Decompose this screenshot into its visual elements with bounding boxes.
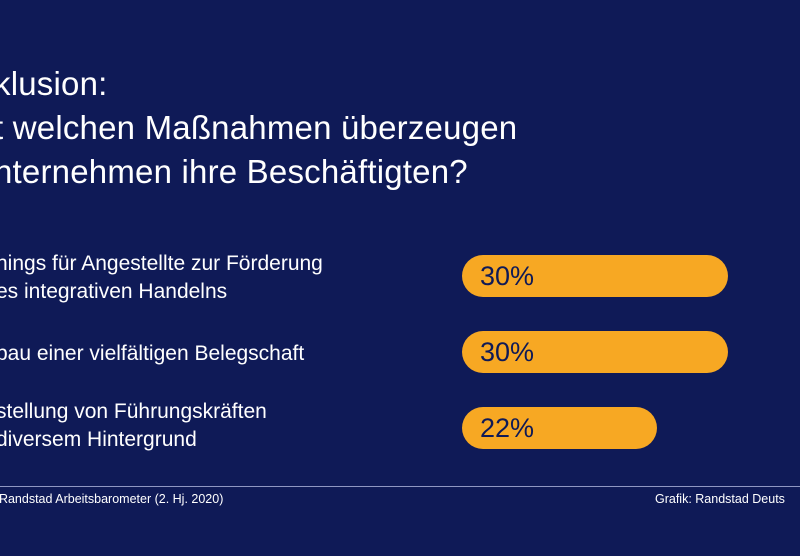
chart-title-line: nternehmen ihre Beschäftigten? [0,153,468,190]
bar-label-line: diversem Hintergrund [0,428,197,451]
bar-1: 30% [462,255,728,297]
bar-value-label: 30% [480,261,535,291]
bar-label-line: es integrativen Handelns [0,280,228,303]
bar-label-line: nings für Angestellte zur Förderung [0,252,323,275]
chart-title: klusion: t welchen Maßnahmen überzeugen … [0,62,734,194]
bar-label-line: stellung von Führungskräften [0,400,267,423]
source-note: : Randstad Arbeitsbarometer (2. Hj. 2020… [0,492,224,506]
bar-2: 30% [462,331,728,373]
bar-value-label: 30% [480,337,535,367]
bar-3: 22% [462,407,657,449]
bar-label-2: bau einer vielfältigen Belegschaft [0,340,436,368]
bar-label-1: nings für Angestellte zur Förderung es i… [0,250,436,306]
bar-label-3: stellung von Führungskräften diversem Hi… [0,398,436,454]
footer-divider [0,486,800,487]
chart-title-line: klusion: [0,65,108,102]
chart-title-line: t welchen Maßnahmen überzeugen [0,109,518,146]
bar-value-label: 22% [480,413,535,443]
graphic-credit: Grafik: Randstad Deuts [655,492,785,506]
bar-label-line: bau einer vielfältigen Belegschaft [0,342,305,365]
